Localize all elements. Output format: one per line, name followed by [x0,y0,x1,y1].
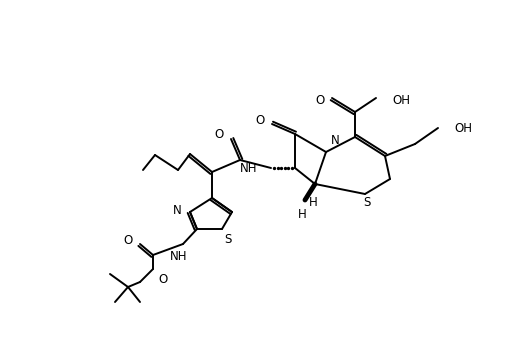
Text: S: S [363,195,371,209]
Text: O: O [215,129,224,142]
Text: N: N [173,203,182,216]
Text: H: H [298,208,306,221]
Text: S: S [224,233,231,246]
Text: O: O [316,94,325,108]
Text: OH: OH [454,122,472,135]
Text: OH: OH [392,93,410,106]
Text: NH: NH [170,250,188,263]
Text: NH: NH [239,161,257,174]
Text: O: O [124,233,133,247]
Text: H: H [309,196,317,209]
Text: O: O [158,273,167,286]
Text: O: O [256,114,265,127]
Text: N: N [331,134,340,147]
